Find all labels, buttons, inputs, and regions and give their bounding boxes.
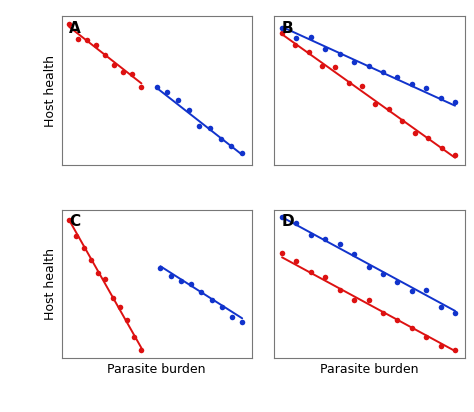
Point (345, 80, 352, 87)
Point (73, 232, 80, 239)
Point (137, 346, 145, 353)
Point (217, 136, 225, 143)
Point (451, 347, 459, 353)
Point (109, 295, 116, 301)
Point (336, 287, 344, 294)
Point (278, 30, 286, 36)
Text: D: D (282, 214, 295, 229)
Point (208, 297, 215, 303)
Point (379, 309, 387, 316)
Point (101, 276, 109, 282)
Point (350, 297, 358, 303)
Y-axis label: Host health: Host health (45, 248, 57, 320)
Point (379, 270, 387, 277)
Point (292, 35, 300, 41)
Point (218, 303, 226, 310)
Point (336, 50, 344, 57)
Point (164, 89, 171, 95)
Point (130, 334, 138, 341)
Point (278, 250, 286, 256)
Point (411, 130, 419, 136)
Point (187, 281, 195, 287)
Point (196, 123, 203, 129)
Point (331, 64, 339, 71)
Point (425, 135, 432, 142)
Point (206, 124, 214, 131)
Point (307, 269, 315, 275)
Point (393, 73, 401, 80)
Point (365, 264, 373, 270)
Point (437, 95, 445, 101)
Point (318, 63, 326, 70)
Point (350, 59, 358, 65)
Point (321, 236, 329, 242)
Point (451, 99, 459, 106)
Point (65, 217, 73, 224)
Point (278, 214, 286, 220)
Point (156, 265, 164, 272)
Point (336, 241, 344, 248)
Point (393, 316, 401, 323)
Point (408, 81, 416, 87)
Point (238, 150, 246, 157)
Point (238, 318, 246, 325)
Point (438, 145, 446, 151)
Point (137, 84, 145, 90)
Point (92, 42, 100, 49)
Text: C: C (69, 214, 81, 229)
Point (80, 245, 88, 252)
Point (116, 304, 124, 310)
Point (278, 25, 286, 31)
Point (198, 288, 205, 295)
Point (128, 70, 136, 77)
Point (422, 287, 430, 293)
Text: B: B (282, 21, 294, 36)
Point (83, 36, 91, 43)
Point (185, 106, 192, 113)
Point (292, 42, 299, 48)
Point (437, 342, 445, 349)
Point (292, 258, 300, 265)
Point (437, 304, 445, 311)
Point (123, 316, 131, 323)
Point (422, 334, 430, 340)
Point (408, 288, 416, 295)
Y-axis label: Host health: Host health (45, 55, 57, 127)
Point (393, 279, 401, 286)
Point (451, 310, 459, 316)
Point (305, 48, 312, 55)
Point (292, 220, 300, 226)
Point (87, 256, 95, 263)
Point (101, 52, 109, 59)
Point (228, 314, 236, 320)
Point (74, 36, 82, 42)
Point (110, 62, 118, 68)
Point (379, 68, 387, 75)
Point (153, 84, 160, 90)
Point (65, 21, 73, 27)
Point (365, 297, 373, 304)
Point (167, 273, 174, 279)
Point (422, 84, 430, 91)
X-axis label: Parasite burden: Parasite burden (108, 363, 206, 376)
Point (177, 278, 185, 284)
Point (372, 100, 379, 107)
Point (321, 45, 329, 52)
Point (321, 273, 329, 280)
Point (307, 34, 315, 40)
Point (174, 97, 182, 104)
Point (94, 269, 102, 276)
X-axis label: Parasite burden: Parasite burden (320, 363, 419, 376)
Point (358, 83, 365, 89)
Point (119, 69, 127, 76)
Point (228, 143, 235, 150)
Point (398, 117, 406, 124)
Text: A: A (69, 21, 81, 36)
Point (307, 232, 315, 239)
Point (385, 106, 392, 112)
Point (408, 325, 416, 331)
Point (365, 63, 373, 69)
Point (350, 251, 358, 258)
Point (451, 152, 459, 158)
